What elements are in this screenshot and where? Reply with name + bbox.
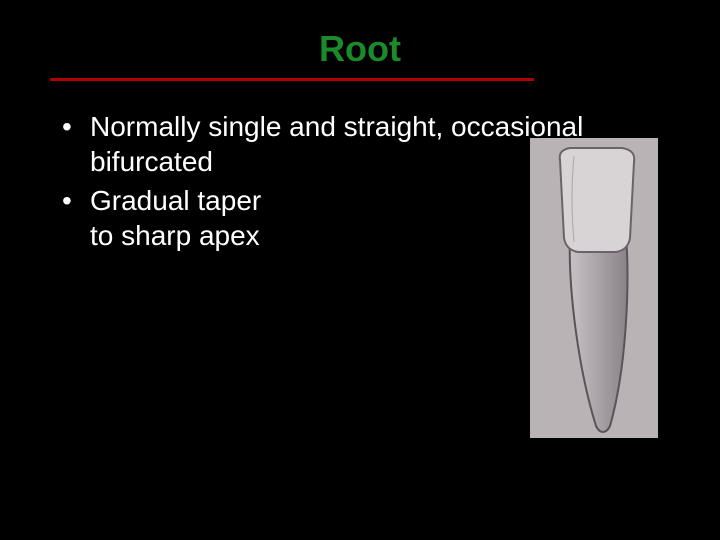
slide-title: Root: [50, 28, 670, 70]
title-divider: [50, 78, 534, 81]
slide: Root Normally single and straight, occas…: [0, 0, 720, 540]
tooth-crown-shape: [560, 148, 635, 252]
tooth-root-illustration: [530, 138, 658, 438]
tooth-root-svg: [530, 138, 658, 438]
